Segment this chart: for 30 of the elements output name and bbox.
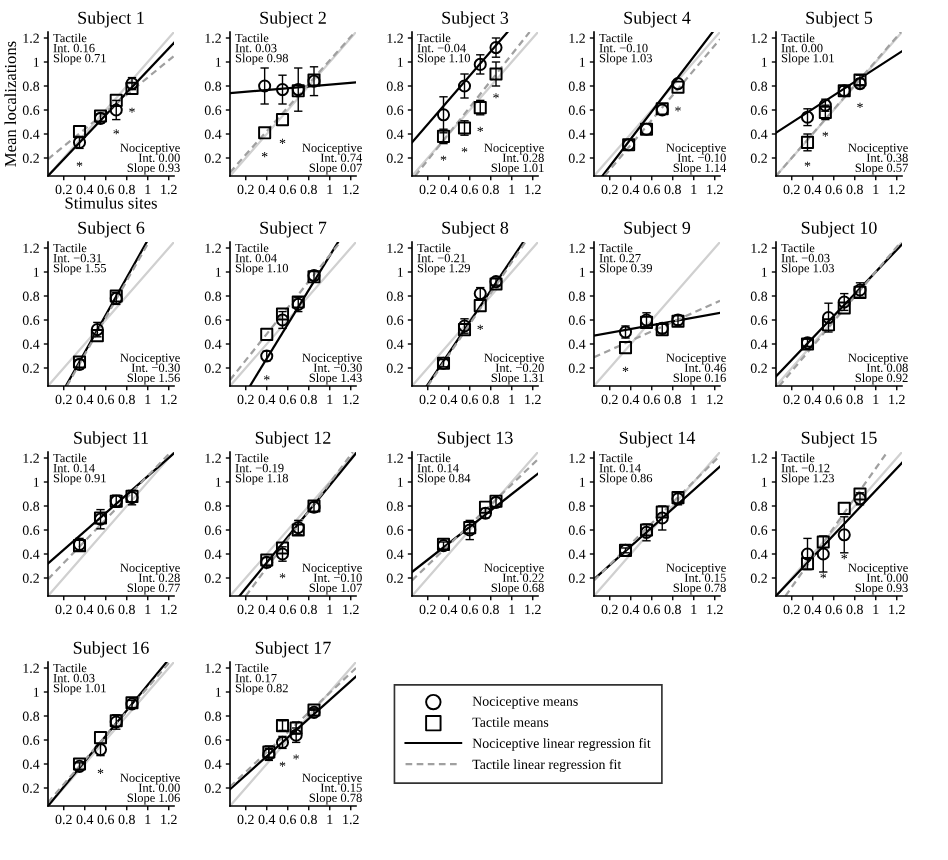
chart-title: Subject 5 bbox=[806, 11, 873, 28]
chart-title: Subject 15 bbox=[801, 431, 877, 448]
chart-title: Subject 4 bbox=[624, 11, 691, 28]
point bbox=[853, 487, 867, 501]
point bbox=[489, 67, 503, 81]
chart-title: Subject 6 bbox=[78, 221, 145, 238]
chart-title: Subject 10 bbox=[801, 221, 877, 238]
chart-title: Subject 17 bbox=[255, 641, 331, 658]
point bbox=[258, 126, 272, 140]
chart-title: Subject 7 bbox=[260, 221, 327, 238]
chart-title: Subject 11 bbox=[74, 431, 148, 448]
point bbox=[457, 323, 472, 337]
chart-title: Subject 12 bbox=[255, 431, 331, 448]
y-axis-title: Mean localizations bbox=[4, 41, 17, 167]
point bbox=[90, 329, 104, 343]
x-axis-title: Stimulus sites bbox=[65, 196, 157, 209]
chart-title: Subject 14 bbox=[619, 431, 696, 448]
chart-title: Subject 1 bbox=[78, 11, 144, 28]
chart-title: Subject 9 bbox=[624, 221, 691, 238]
chart-title: Subject 2 bbox=[260, 11, 326, 28]
point bbox=[260, 327, 274, 341]
point bbox=[275, 113, 290, 127]
chart-title: Subject 16 bbox=[73, 641, 149, 658]
chart-title: Subject 3 bbox=[442, 11, 509, 28]
chart-title: Subject 8 bbox=[442, 221, 509, 238]
point bbox=[473, 299, 487, 313]
chart-title: Subject 13 bbox=[437, 431, 513, 448]
point bbox=[275, 541, 290, 555]
point bbox=[478, 500, 493, 514]
point bbox=[125, 81, 139, 95]
